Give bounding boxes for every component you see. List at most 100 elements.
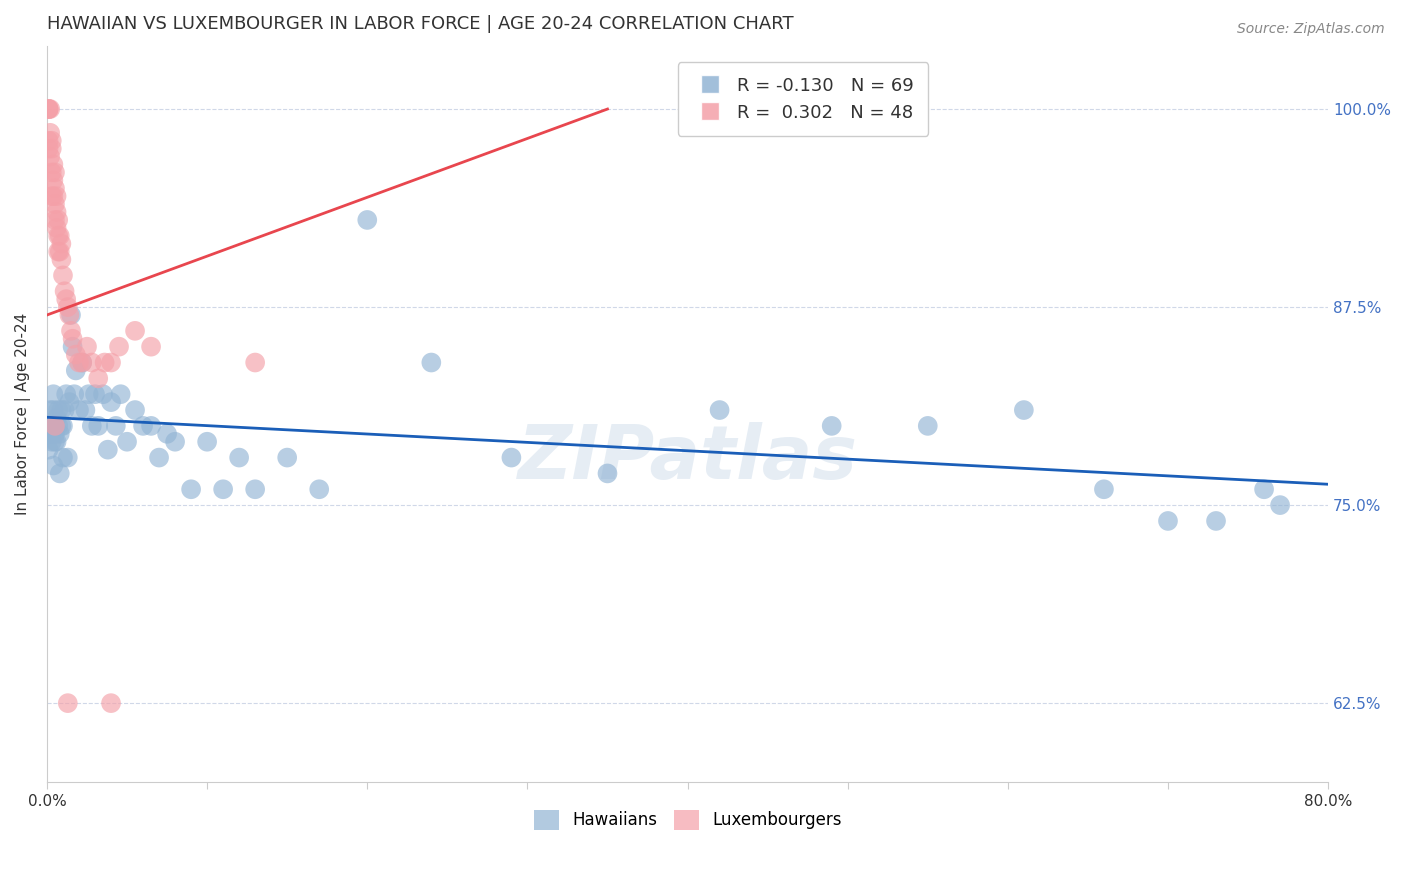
Y-axis label: In Labor Force | Age 20-24: In Labor Force | Age 20-24 <box>15 313 31 516</box>
Point <box>91 387 114 401</box>
Point <box>39 102 62 116</box>
Point <box>212 483 235 497</box>
Point <box>709 403 731 417</box>
Point <box>124 403 146 417</box>
Point <box>917 418 939 433</box>
Point <box>42 458 65 473</box>
Point <box>67 403 90 417</box>
Point <box>44 197 66 211</box>
Point <box>80 418 103 433</box>
Point <box>39 403 62 417</box>
Point <box>156 426 179 441</box>
Point <box>148 450 170 465</box>
Point <box>84 387 107 401</box>
Point <box>62 340 84 354</box>
Point <box>38 418 60 433</box>
Point <box>44 434 66 449</box>
Point <box>80 355 103 369</box>
Point <box>49 228 72 243</box>
Point <box>45 411 67 425</box>
Point <box>44 418 66 433</box>
Point <box>243 355 266 369</box>
Point <box>104 418 127 433</box>
Point <box>76 340 98 354</box>
Point <box>45 434 67 449</box>
Point <box>38 134 60 148</box>
Point <box>42 387 65 401</box>
Point <box>420 355 443 369</box>
Point <box>45 220 67 235</box>
Point <box>51 418 73 433</box>
Point <box>46 418 69 433</box>
Point <box>70 355 93 369</box>
Point <box>1092 483 1115 497</box>
Point <box>38 102 60 116</box>
Point <box>87 371 110 385</box>
Point <box>51 236 73 251</box>
Point <box>41 165 63 179</box>
Point <box>596 467 619 481</box>
Point <box>228 450 250 465</box>
Point <box>180 483 202 497</box>
Point <box>1205 514 1227 528</box>
Point <box>45 205 67 219</box>
Point <box>52 450 75 465</box>
Text: Source: ZipAtlas.com: Source: ZipAtlas.com <box>1237 22 1385 37</box>
Point <box>1012 403 1035 417</box>
Point <box>53 403 76 417</box>
Point <box>59 308 82 322</box>
Point <box>87 418 110 433</box>
Point <box>46 403 69 417</box>
Point <box>63 387 86 401</box>
Point <box>51 403 73 417</box>
Point <box>110 387 132 401</box>
Point <box>100 696 122 710</box>
Point <box>59 324 82 338</box>
Point <box>62 332 84 346</box>
Point <box>46 228 69 243</box>
Point <box>44 165 66 179</box>
Point <box>44 426 66 441</box>
Point <box>38 102 60 116</box>
Point <box>42 157 65 171</box>
Point <box>41 434 63 449</box>
Point <box>165 434 187 449</box>
Point <box>56 450 79 465</box>
Point <box>67 355 90 369</box>
Point <box>38 442 60 457</box>
Point <box>49 467 72 481</box>
Point <box>41 142 63 156</box>
Point <box>44 181 66 195</box>
Point <box>58 395 80 409</box>
Point <box>55 387 77 401</box>
Point <box>58 308 80 322</box>
Point <box>41 134 63 148</box>
Point <box>45 189 67 203</box>
Point <box>41 189 63 203</box>
Point <box>42 403 65 417</box>
Point <box>38 142 60 156</box>
Point <box>308 483 330 497</box>
Point <box>97 442 120 457</box>
Point <box>243 483 266 497</box>
Point <box>1268 498 1291 512</box>
Point <box>195 434 218 449</box>
Point <box>70 355 93 369</box>
Point <box>100 355 122 369</box>
Point <box>115 434 138 449</box>
Point <box>55 292 77 306</box>
Point <box>65 363 87 377</box>
Point <box>41 418 63 433</box>
Point <box>124 324 146 338</box>
Point <box>42 189 65 203</box>
Point <box>39 426 62 441</box>
Point <box>1253 483 1275 497</box>
Point <box>356 213 378 227</box>
Point <box>1157 514 1180 528</box>
Point <box>44 418 66 433</box>
Point <box>75 403 97 417</box>
Point <box>100 395 122 409</box>
Point <box>49 244 72 259</box>
Point <box>44 213 66 227</box>
Point <box>501 450 523 465</box>
